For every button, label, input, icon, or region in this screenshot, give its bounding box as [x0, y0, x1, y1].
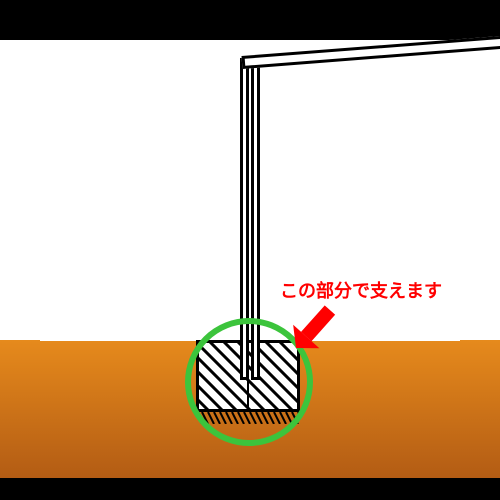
groundline-left — [40, 340, 196, 341]
callout-label: この部分で支えます — [280, 277, 442, 303]
